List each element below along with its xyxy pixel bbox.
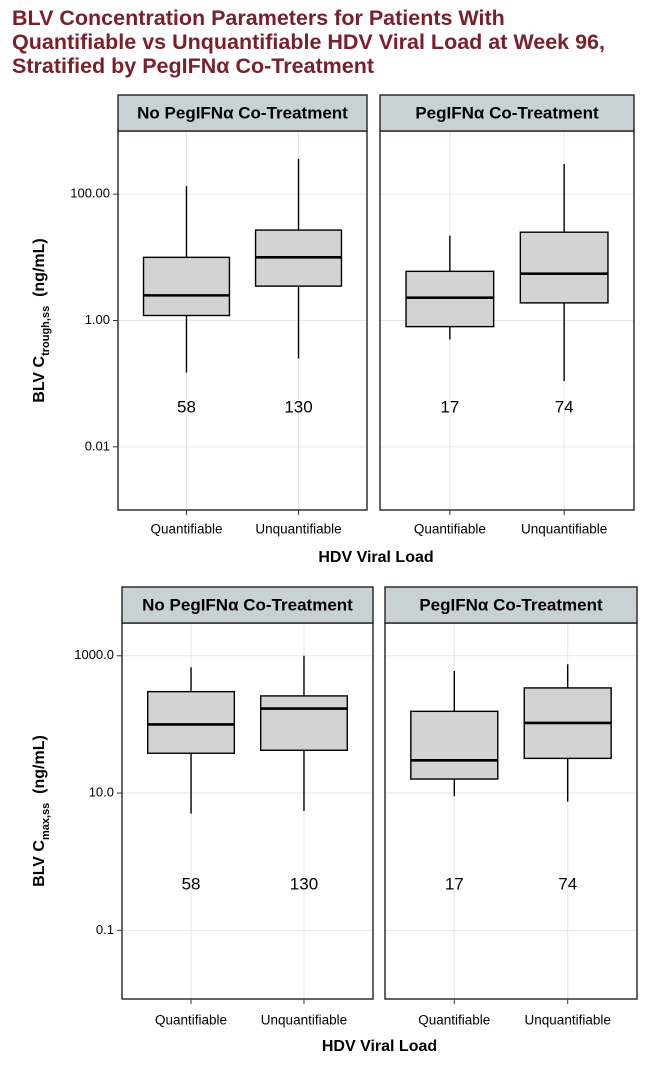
x-tick-label: Quantifiable bbox=[414, 522, 486, 537]
y-tick-label: 10.0 bbox=[89, 784, 114, 799]
box-iqr bbox=[410, 710, 499, 780]
y-axis-title-unit: (ng/mL) bbox=[31, 238, 48, 306]
facet-strip bbox=[121, 586, 374, 624]
title-line-2: Quantifiable vs Unquantifiable HDV Viral… bbox=[12, 30, 605, 54]
y-axis-title-unit: (ng/mL) bbox=[31, 735, 48, 803]
y-tick-label: 0.01 bbox=[85, 438, 110, 453]
x-tick-label: Unquantifiable bbox=[261, 1013, 347, 1028]
y-axis-title-subscript: trough,ss bbox=[40, 306, 52, 356]
sample-size-label: 58 bbox=[177, 397, 196, 416]
y-tick-label: 0.1 bbox=[96, 922, 114, 937]
facet-strip bbox=[117, 94, 368, 132]
y-axis-title: BLV Cmax,ss (ng/mL) bbox=[31, 735, 52, 887]
panel-background bbox=[122, 623, 373, 999]
x-tick-label: Quantifiable bbox=[155, 1013, 227, 1028]
box-iqr bbox=[405, 270, 495, 328]
sample-size-label: 74 bbox=[555, 397, 574, 416]
x-axis-title: HDV Viral Load bbox=[318, 549, 433, 566]
y-axis-title-subscript: max,ss bbox=[40, 803, 52, 840]
x-tick-label: Quantifiable bbox=[150, 522, 222, 537]
x-tick-label: Quantifiable bbox=[418, 1013, 490, 1028]
x-tick-label: Unquantifiable bbox=[521, 522, 607, 537]
y-axis-title-main: BLV C bbox=[31, 840, 48, 887]
facet-strip-label: No PegIFNα Co-Treatment bbox=[142, 595, 353, 614]
sample-size-label: 130 bbox=[290, 874, 318, 893]
x-tick-label: Unquantifiable bbox=[255, 522, 341, 537]
y-tick-label: 1000.0 bbox=[74, 647, 114, 662]
sample-size-label: 58 bbox=[182, 874, 201, 893]
facet-strip-label: PegIFNα Co-Treatment bbox=[419, 595, 603, 614]
y-tick-label: 100.00 bbox=[70, 186, 110, 201]
y-axis-title: BLV Ctrough,ss (ng/mL) bbox=[31, 238, 52, 402]
title-line-1: BLV Concentration Parameters for Patient… bbox=[12, 6, 505, 30]
panel-background bbox=[385, 623, 637, 999]
y-axis-title-main: BLV C bbox=[31, 355, 48, 402]
sample-size-label: 17 bbox=[440, 397, 459, 416]
facet-strip-label: No PegIFNα Co-Treatment bbox=[137, 103, 348, 122]
y-tick-label: 1.00 bbox=[85, 312, 110, 327]
sample-size-label: 74 bbox=[558, 874, 577, 893]
box-iqr bbox=[142, 256, 231, 317]
title-line-3: Stratified by PegIFNα Co-Treatment bbox=[12, 54, 375, 78]
x-axis-title: HDV Viral Load bbox=[322, 1038, 437, 1055]
box-iqr bbox=[259, 695, 348, 751]
facet-strip bbox=[384, 586, 638, 624]
x-tick-label: Unquantifiable bbox=[525, 1013, 611, 1028]
figure-title: BLV Concentration Parameters for Patient… bbox=[12, 6, 652, 78]
facet-strip-label: PegIFNα Co-Treatment bbox=[415, 103, 599, 122]
facet-strip bbox=[379, 94, 635, 132]
box-iqr bbox=[147, 690, 236, 754]
sample-size-label: 17 bbox=[445, 874, 464, 893]
box-iqr bbox=[519, 231, 609, 304]
sample-size-label: 130 bbox=[284, 397, 312, 416]
